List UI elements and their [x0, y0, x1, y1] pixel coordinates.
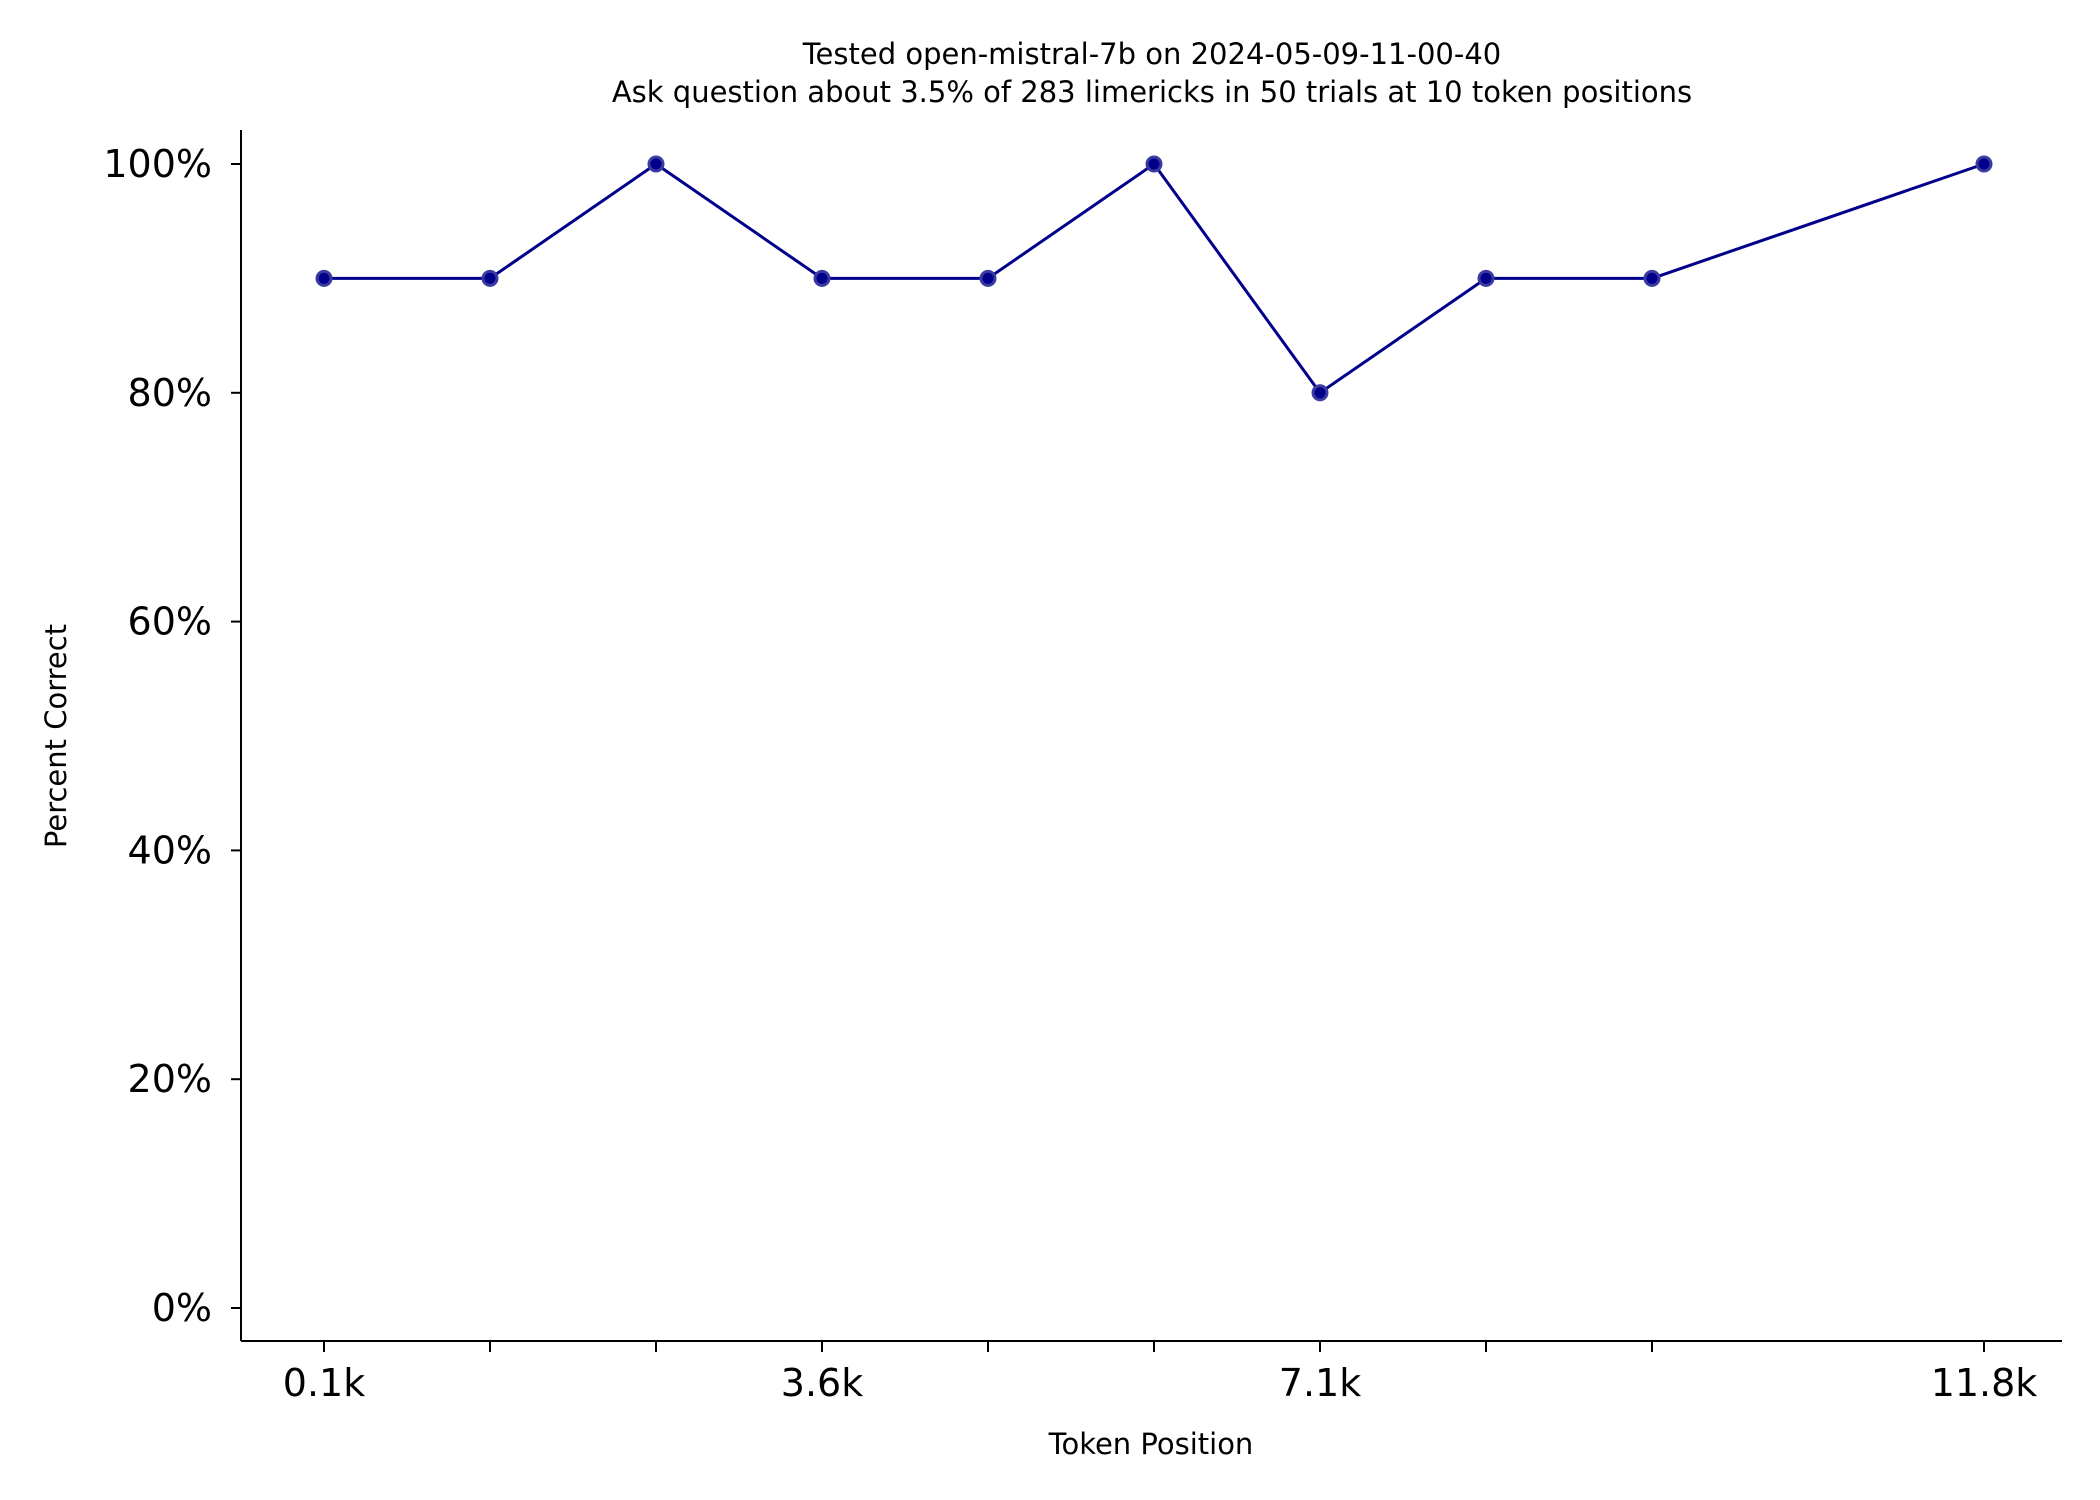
x-axis-label: Token Position	[1048, 1427, 1254, 1461]
data-point	[979, 269, 997, 287]
data-point	[1643, 269, 1661, 287]
chart-subtitle: Ask question about 3.5% of 283 limericks…	[612, 75, 1692, 109]
data-point	[315, 269, 333, 287]
y-tick-label: 100%	[103, 142, 212, 186]
axes	[240, 130, 2062, 1342]
series-line	[324, 162, 1985, 395]
x-tick-label: 3.6k	[781, 1361, 863, 1405]
y-tick-label: 0%	[152, 1286, 212, 1330]
data-point	[1975, 155, 1993, 173]
y-axis-label: Percent Correct	[39, 624, 73, 848]
y-ticks: 0% 20% 40% 60% 80% 100%	[103, 142, 241, 1330]
x-ticks: 0.1k 3.6k 7.1k 11.8k	[283, 1341, 2038, 1405]
chart-title: Tested open-mistral-7b on 2024-05-09-11-…	[802, 37, 1501, 71]
x-tick-label: 11.8k	[1931, 1361, 2038, 1405]
data-point	[1311, 384, 1329, 402]
y-tick-label: 60%	[128, 600, 212, 644]
data-point	[647, 155, 665, 173]
y-tick-label: 40%	[128, 828, 212, 872]
data-point	[481, 269, 499, 287]
y-tick-label: 20%	[128, 1057, 212, 1101]
data-point	[813, 269, 831, 287]
data-point	[1477, 269, 1495, 287]
data-series	[315, 155, 1993, 402]
x-tick-label: 0.1k	[283, 1361, 365, 1405]
x-tick-label: 7.1k	[1279, 1361, 1361, 1405]
data-point	[1145, 155, 1163, 173]
y-tick-label: 80%	[128, 371, 212, 415]
